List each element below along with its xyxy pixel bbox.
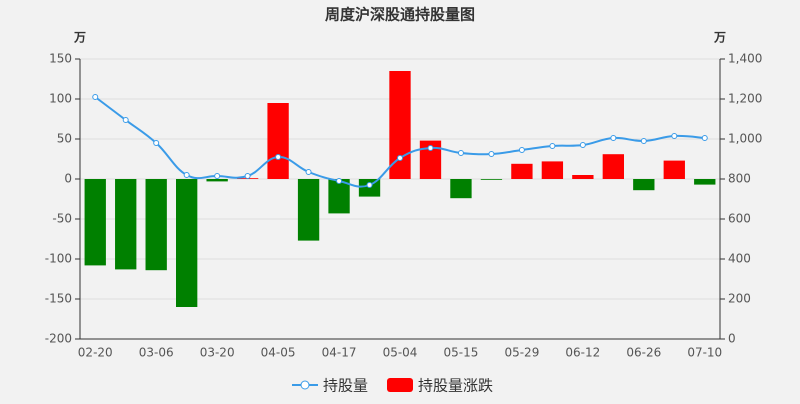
y2-tick-label: 0 xyxy=(728,332,736,346)
bar xyxy=(511,163,533,179)
y-tick-label: -200 xyxy=(45,332,72,346)
bar xyxy=(541,161,564,179)
line-point xyxy=(579,142,586,148)
bar xyxy=(419,140,442,179)
line-point xyxy=(610,135,617,141)
line-point xyxy=(305,169,312,175)
bar xyxy=(297,179,320,241)
line-point xyxy=(92,94,99,100)
y2-tick-label: 400 xyxy=(728,252,751,266)
line-point xyxy=(640,138,647,144)
bar xyxy=(206,179,228,182)
y2-tick-label: 800 xyxy=(728,172,751,186)
line-point xyxy=(549,143,556,149)
line-point xyxy=(275,154,282,160)
x-tick-label: 04-17 xyxy=(322,346,357,360)
line-point xyxy=(671,133,678,139)
x-tick-label: 05-04 xyxy=(383,346,418,360)
line-point xyxy=(214,173,221,179)
line-point xyxy=(153,140,160,146)
y2-unit: 万 xyxy=(713,31,726,45)
y-tick-label: -100 xyxy=(45,252,72,266)
y-tick-label: 150 xyxy=(49,52,72,66)
bar xyxy=(84,179,106,266)
line-point xyxy=(122,117,129,123)
bar xyxy=(267,103,289,179)
y-unit: 万 xyxy=(73,31,86,45)
x-tick-label: 04-05 xyxy=(261,346,296,360)
line-point xyxy=(701,135,708,141)
bar xyxy=(145,179,167,271)
y2-tick-label: 1,400 xyxy=(728,52,762,66)
x-tick-label: 03-20 xyxy=(200,346,235,360)
y2-tick-label: 600 xyxy=(728,212,751,226)
x-tick-label: 07-10 xyxy=(687,346,722,360)
line-point xyxy=(366,182,373,188)
y-tick-label: 0 xyxy=(64,172,72,186)
line-point xyxy=(427,145,434,151)
bar xyxy=(115,179,137,270)
bar xyxy=(176,179,198,307)
legend-label: 持股量涨跌 xyxy=(418,377,493,395)
bar xyxy=(602,154,624,179)
x-tick-label: 02-20 xyxy=(78,346,113,360)
y-tick-label: -150 xyxy=(45,292,72,306)
bar xyxy=(663,160,685,179)
x-tick-label: 06-26 xyxy=(626,346,661,360)
line-point xyxy=(244,173,251,179)
y2-tick-label: 200 xyxy=(728,292,751,306)
x-tick-label: 05-15 xyxy=(444,346,479,360)
bar xyxy=(450,179,472,199)
y-tick-label: 50 xyxy=(57,132,72,146)
y-tick-label: 100 xyxy=(49,92,72,106)
y-tick-label: -50 xyxy=(52,212,72,226)
line-point xyxy=(397,155,403,161)
line-point xyxy=(457,150,464,156)
bar xyxy=(480,179,503,180)
legend-marker xyxy=(300,380,310,390)
line-point xyxy=(183,172,190,178)
legend-marker xyxy=(387,378,413,392)
bar xyxy=(328,179,350,214)
bar xyxy=(389,71,411,179)
y2-tick-label: 1,200 xyxy=(728,92,762,106)
bar xyxy=(572,175,594,179)
bar xyxy=(633,179,655,191)
y2-tick-label: 1,000 xyxy=(728,132,762,146)
chart-title: 周度沪深股通持股量图 xyxy=(325,6,475,24)
bar xyxy=(694,179,716,185)
line-point xyxy=(518,147,525,153)
line-point xyxy=(336,178,343,184)
x-tick-label: 06-12 xyxy=(565,346,600,360)
legend-label: 持股量 xyxy=(323,377,368,395)
line-point xyxy=(488,151,495,157)
x-tick-label: 03-06 xyxy=(139,346,174,360)
x-tick-label: 05-29 xyxy=(504,346,539,360)
